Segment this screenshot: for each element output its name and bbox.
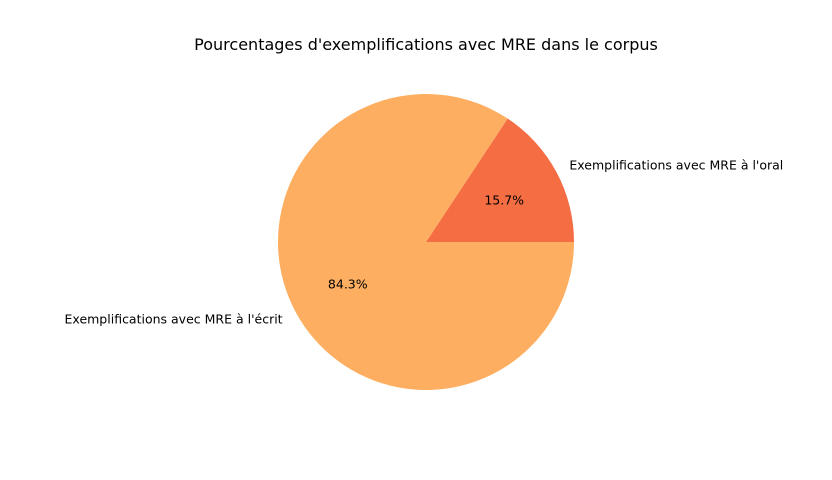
slice-category-label: Exemplifications avec MRE à l'écrit [65,312,283,327]
pie-slices [278,93,574,390]
pie-slice [426,118,574,242]
slice-percent-label: 84.3% [328,277,368,292]
slice-percent-label: 15.7% [484,192,524,207]
pie-labels: 15.7% Exemplifications avec MRE à l'oral 8… [65,157,784,326]
chart-title: Pourcentages d'exemplifications avec MRE… [194,35,658,54]
slice-category-label: Exemplifications avec MRE à l'oral [569,157,783,172]
pie-slice [278,93,574,390]
